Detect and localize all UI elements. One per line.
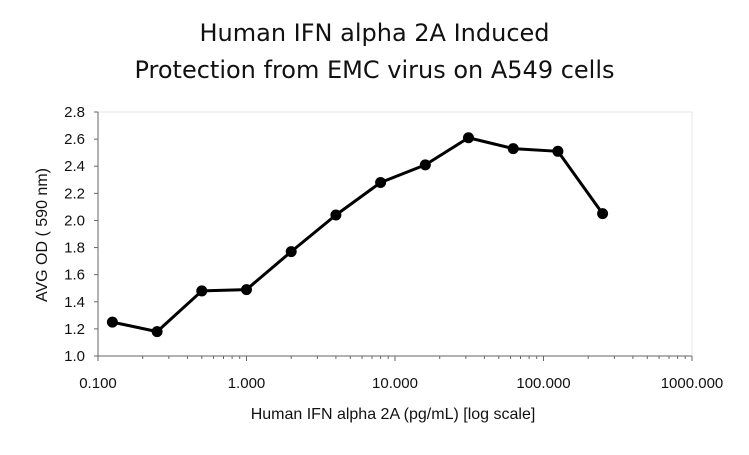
y-tick-label: 2.4: [64, 158, 85, 175]
x-tick-label: 10.000: [372, 375, 418, 392]
chart-title-line-2: Protection from EMC virus on A549 cells: [134, 56, 614, 84]
x-axis-title: Human IFN alpha 2A (pg/mL) [log scale]: [251, 406, 536, 423]
data-point: [285, 246, 297, 258]
data-point: [151, 326, 163, 338]
y-tick-label: 1.0: [64, 348, 85, 365]
data-point: [462, 132, 474, 144]
data-point: [597, 208, 609, 220]
data-point: [106, 316, 118, 328]
x-tick-label: 1.000: [228, 375, 266, 392]
data-point: [507, 143, 519, 155]
x-tick-label: 100.000: [516, 375, 570, 392]
y-axis-title: AVG OD ( 590 nm): [34, 168, 51, 302]
data-point: [552, 145, 564, 157]
data-point: [196, 285, 208, 297]
data-point: [375, 176, 387, 188]
y-tick-label: 2.2: [64, 185, 85, 202]
plot-area-frame: [97, 111, 693, 357]
y-tick-label: 1.2: [64, 321, 85, 338]
data-point: [241, 284, 252, 296]
y-tick-label: 2.0: [64, 212, 85, 229]
data-point: [330, 209, 342, 221]
y-tick-label: 1.8: [64, 240, 85, 257]
y-tick-label: 2.8: [64, 104, 85, 121]
y-tick-label: 1.4: [64, 294, 85, 311]
data-point: [419, 159, 431, 171]
chart-title-line-1: Human IFN alpha 2A Induced: [199, 19, 549, 47]
y-tick-label: 2.6: [64, 131, 85, 148]
y-tick-label: 1.6: [64, 267, 85, 284]
x-tick-label: 0.100: [79, 375, 117, 392]
x-tick-label: 1000.000: [661, 375, 724, 392]
series-line: [110, 136, 605, 334]
